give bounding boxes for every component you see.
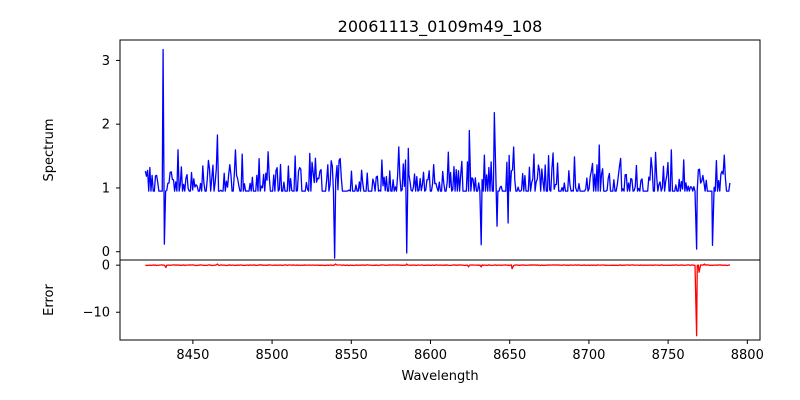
error-y-axis-label: Error [42, 284, 57, 316]
chart-title: 20061113_0109m49_108 [338, 17, 543, 37]
error-y-tick-label: 0 [102, 259, 110, 274]
error-axes-frame [119, 259, 761, 341]
spectrum-series-line [144, 48, 731, 259]
spectrum-y-tick-label: 1 [102, 181, 110, 196]
spectrum-y-tick-label: 0 [102, 245, 110, 260]
x-tick-label: 8650 [493, 348, 526, 363]
error-series-line [145, 263, 730, 337]
error-panel: 0 −10 8450 8500 8550 8600 8650 8700 8750 8800 Er… [42, 259, 764, 384]
x-tick-label: 8450 [176, 348, 209, 363]
x-tick-label: 8700 [572, 348, 605, 363]
error-y-tick-label: −10 [83, 306, 110, 321]
x-axis-label: Wavelength [401, 369, 478, 384]
spectrum-axes-frame [119, 39, 761, 261]
x-tick-label: 8800 [731, 348, 764, 363]
spectrum-y-tick-label: 2 [102, 118, 110, 133]
spectrum-panel: 20061113_0109m49_108 0 1 2 3 Spectrum [42, 17, 761, 261]
x-tick-label: 8500 [256, 348, 289, 363]
x-tick-label: 8550 [335, 348, 368, 363]
x-tick-label: 8750 [652, 348, 685, 363]
spectrum-y-tick-label: 3 [102, 54, 110, 69]
spectrum-y-axis-label: Spectrum [42, 119, 57, 182]
x-tick-label: 8600 [414, 348, 447, 363]
